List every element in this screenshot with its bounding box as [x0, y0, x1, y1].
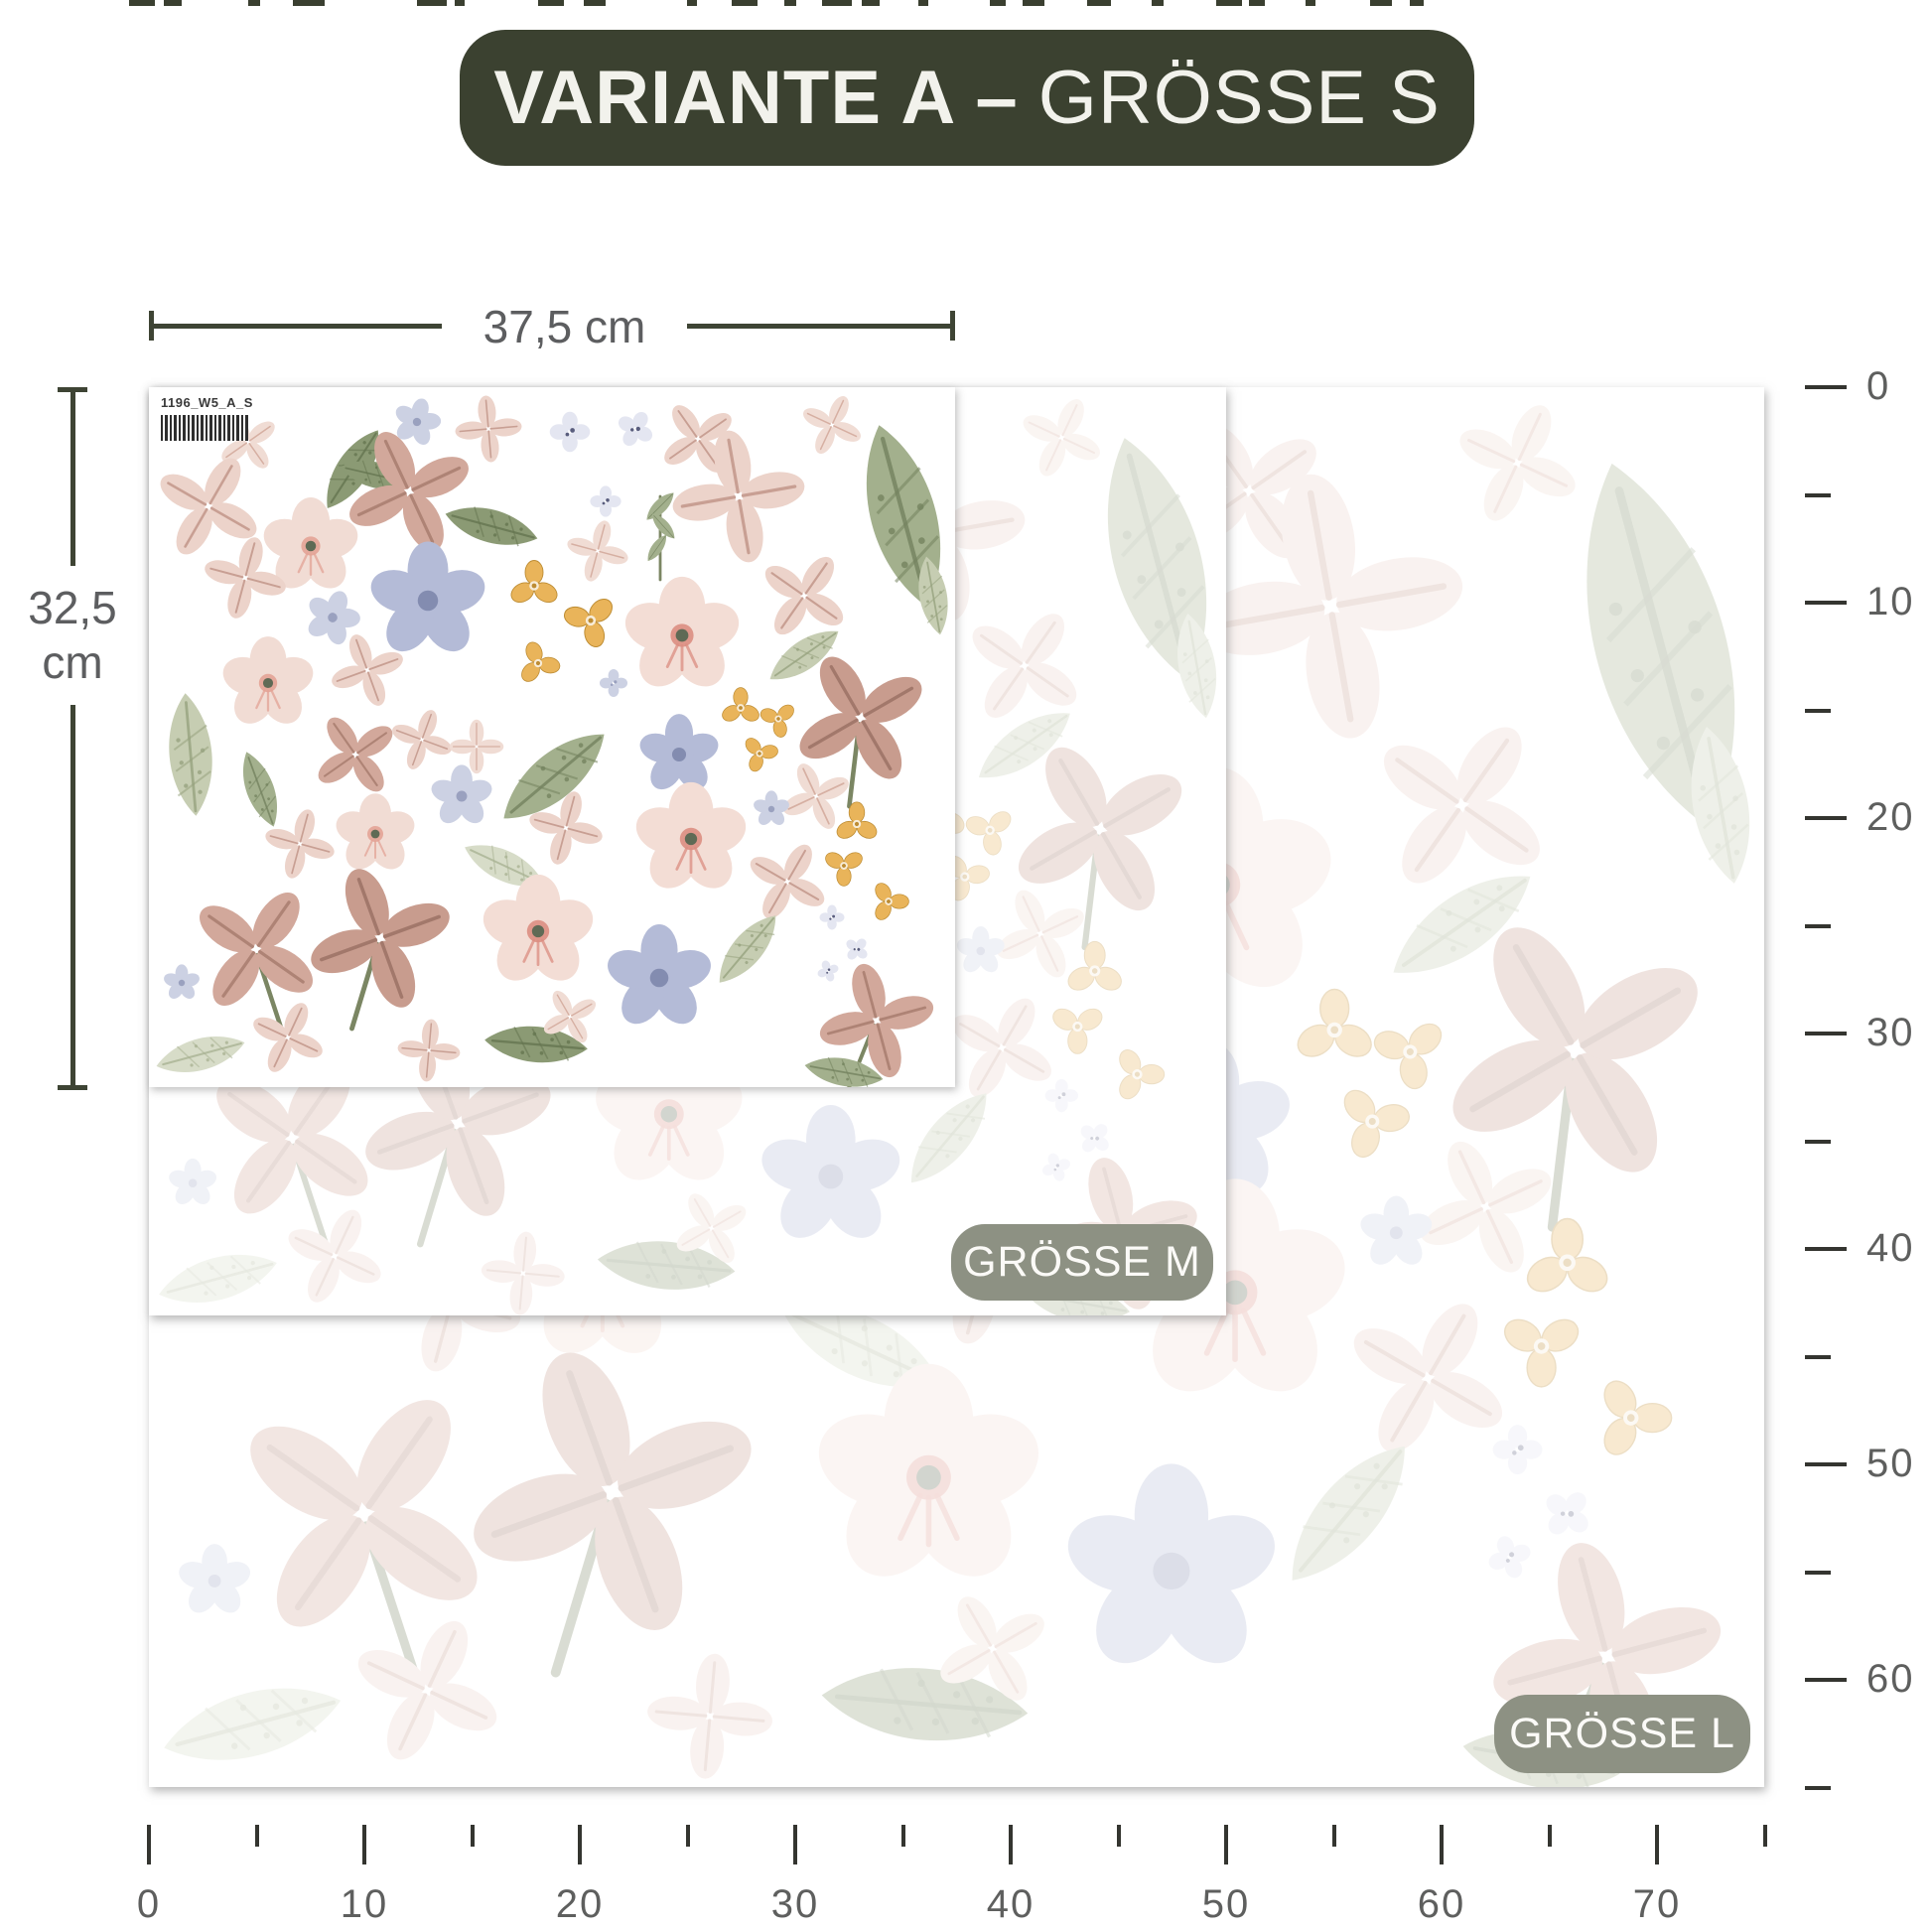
cropped-glyph-mark: [990, 0, 1006, 6]
cropped-glyph-mark: [732, 0, 758, 6]
ruler-right-label: 10: [1866, 580, 1915, 623]
ruler-bottom-label: 40: [986, 1882, 1035, 1926]
ruler-bottom-minor-tick: [470, 1825, 475, 1847]
ruler-right-major-tick: [1805, 601, 1847, 605]
ruler-right-major-tick: [1805, 1247, 1847, 1251]
sheet-s-artwork: [149, 387, 955, 1087]
cropped-glyph-mark: [293, 0, 325, 6]
ruler-right-major-tick: [1805, 385, 1847, 389]
height-dim-line-top: [70, 392, 75, 566]
ruler-bottom-label: 20: [555, 1882, 605, 1926]
cropped-glyph-mark: [822, 0, 852, 6]
cropped-glyph-mark: [164, 0, 182, 6]
ruler-bottom-label: 60: [1417, 1882, 1466, 1926]
ruler-right-label: 0: [1866, 364, 1891, 408]
ruler-bottom-label: 10: [340, 1882, 389, 1926]
width-dim-line-left: [154, 324, 442, 329]
ruler-right-label: 40: [1866, 1226, 1915, 1270]
size-badge-l: GRÖSSE L: [1494, 1695, 1750, 1773]
ruler-bottom-minor-tick: [254, 1825, 259, 1847]
ruler-right-label: 60: [1866, 1657, 1915, 1701]
ruler-bottom-minor-tick: [1116, 1825, 1121, 1847]
cropped-glyph-mark: [417, 0, 447, 6]
ruler-right-major-tick: [1805, 1678, 1847, 1682]
ruler-bottom-major-tick: [362, 1825, 366, 1864]
cropped-glyph-mark: [1410, 0, 1424, 6]
ruler-bottom-minor-tick: [685, 1825, 690, 1847]
height-dim-label: 32,5 cm: [8, 581, 137, 690]
title-size-label: GRÖSSE S: [1037, 56, 1441, 140]
cropped-glyph-mark: [1216, 0, 1242, 6]
cropped-glyph-mark: [538, 0, 564, 6]
height-dim-value: 32,5: [28, 582, 117, 633]
sheet-size-s: 1196_W5_A_S: [149, 387, 955, 1087]
cropped-glyph-mark: [1370, 0, 1392, 6]
ruler-bottom-major-tick: [578, 1825, 582, 1864]
cropped-glyph-mark: [862, 0, 880, 6]
cropped-glyph-mark: [687, 0, 697, 6]
size-badge-m: GRÖSSE M: [951, 1224, 1213, 1301]
title-variant-label: VARIANTE A –: [493, 56, 1019, 140]
ruler-right-label: 50: [1866, 1442, 1915, 1485]
width-dim-label: 37,5 cm: [483, 301, 646, 352]
width-dim-cap-right: [950, 311, 955, 341]
title-pill: VARIANTE A – GRÖSSE S: [460, 30, 1474, 166]
ruler-bottom-major-tick: [147, 1825, 151, 1864]
ruler-bottom-minor-tick: [1547, 1825, 1552, 1847]
cropped-glyph-mark: [455, 0, 465, 6]
width-dim-line-right: [687, 324, 950, 329]
cropped-glyph-mark: [1152, 0, 1164, 6]
ruler-right-major-tick: [1805, 1032, 1847, 1035]
ruler-bottom-major-tick: [1009, 1825, 1013, 1864]
ruler-right-major-tick: [1805, 1462, 1847, 1466]
ruler-bottom-label: 70: [1632, 1882, 1682, 1926]
ruler-bottom-major-tick: [793, 1825, 797, 1864]
width-dim-cap-left: [149, 311, 154, 341]
ruler-right-major-tick: [1805, 816, 1847, 820]
barcode: [161, 415, 248, 441]
cropped-glyph-mark: [248, 0, 260, 6]
height-dim-unit: cm: [42, 636, 103, 688]
ruler-right-label: 20: [1866, 795, 1915, 839]
height-dim-cap-top: [58, 387, 87, 392]
cropped-glyph-mark: [784, 0, 796, 6]
ruler-bottom-label: 30: [770, 1882, 820, 1926]
cropped-glyph-mark: [1249, 0, 1265, 6]
cropped-glyph-mark: [1087, 0, 1111, 6]
cropped-glyph-mark: [918, 0, 928, 6]
ruler-bottom-label: 0: [136, 1882, 162, 1926]
ruler-right-minor-tick: [1805, 1354, 1831, 1359]
cropped-glyph-mark: [1023, 0, 1044, 6]
ruler-right-label: 30: [1866, 1011, 1915, 1054]
cropped-glyph-mark: [129, 0, 155, 6]
ruler-right-minor-tick: [1805, 1139, 1831, 1144]
ruler-bottom-minor-tick: [900, 1825, 905, 1847]
cropped-glyph-mark: [1306, 0, 1315, 6]
height-dim-cap-bottom: [58, 1085, 87, 1090]
ruler-right-minor-tick: [1805, 923, 1831, 928]
ruler-bottom-major-tick: [1224, 1825, 1228, 1864]
ruler-bottom-label: 50: [1201, 1882, 1251, 1926]
cropped-glyph-mark: [584, 0, 606, 6]
ruler-bottom-major-tick: [1440, 1825, 1444, 1864]
ruler-bottom-minor-tick: [1762, 1825, 1767, 1847]
ruler-right-minor-tick: [1805, 1785, 1831, 1790]
ruler-bottom-major-tick: [1655, 1825, 1659, 1864]
ruler-right-minor-tick: [1805, 492, 1831, 497]
ruler-right-minor-tick: [1805, 1570, 1831, 1575]
sheet-code: 1196_W5_A_S: [161, 395, 253, 410]
ruler-right-minor-tick: [1805, 708, 1831, 713]
ruler-bottom-minor-tick: [1331, 1825, 1336, 1847]
height-dim-line-bottom: [70, 705, 75, 1085]
